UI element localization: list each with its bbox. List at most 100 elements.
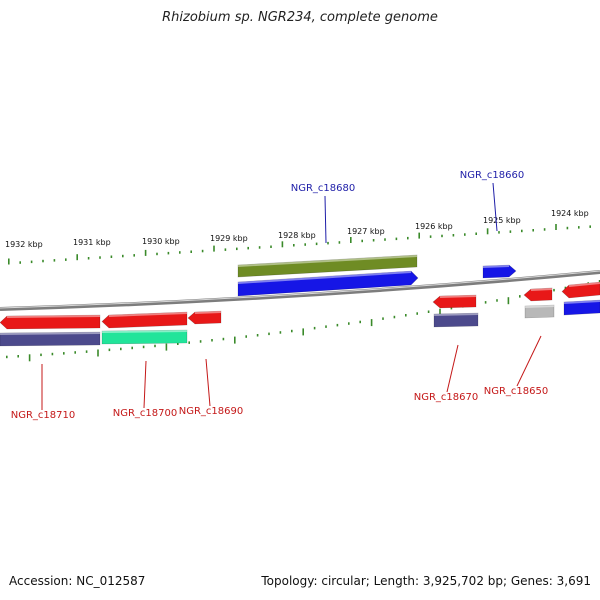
ruler-tick [6,355,8,359]
ruler-tick [475,232,477,235]
ruler-tick [395,237,398,241]
tick-label: 1929 kbp [210,234,248,243]
ruler-tick [441,234,443,238]
tick-label: 1927 kbp [347,227,385,236]
ruler-tick [131,346,133,350]
ruler-tick [245,335,247,338]
ruler-tick [199,340,202,343]
ruler-tick [281,241,284,248]
ruler-tick [348,322,350,325]
ruler-tick [291,329,293,333]
ruler-tick [167,251,170,255]
ruler-tick [393,315,396,319]
ruler-tick [464,233,466,236]
gene-highlight [237,255,418,267]
backbone-highlight [0,270,600,309]
tick-label: 1926 kbp [415,222,453,231]
ruler-tick [97,349,99,357]
gene-label[interactable]: NGR_c18660 [460,170,525,181]
gene-label[interactable]: NGR_c18670 [414,392,479,403]
ruler-tick [566,226,569,230]
ruler-tick [256,334,259,337]
backbone-track [0,270,600,311]
gene-highlight [530,288,553,291]
ruler-tick [270,245,272,248]
tick-label: 1928 kbp [278,231,316,240]
ruler-tick [313,326,316,330]
ruler-tick [407,236,409,240]
ruler-tick [509,230,512,233]
gene-highlight [524,305,555,308]
gene-slate-c18670 [433,312,479,328]
ruler-tick [122,254,124,258]
ruler-tick [302,328,304,336]
gene-highlight [0,332,101,335]
ruler-tick [268,332,270,336]
ruler-tick [224,248,227,251]
ruler-tick [63,352,65,355]
ruler-tick [439,308,441,316]
ruler-tick [429,235,432,238]
ruler-tick [338,241,341,244]
tick-label: 1924 kbp [551,209,589,218]
ruler-tick [589,225,591,228]
tick-label: 1932 kbp [5,240,43,249]
ruler-tick [74,351,76,354]
gene-label[interactable]: NGR_c18650 [484,386,549,397]
reverse-ruler [6,280,600,362]
ruler-tick [17,355,19,358]
gene-label[interactable]: NGR_c18680 [291,183,356,194]
ruler-tick [85,350,88,353]
ruler-tick [350,237,352,243]
gene-mint [101,329,188,345]
gene-callouts: NGR_c18680 NGR_c18660 NGR_c18710 NGR_c18700… [11,170,549,421]
ruler-tick [177,342,179,345]
gene-label[interactable]: NGR_c18700 [113,408,178,419]
ruler-tick [372,239,375,242]
ruler-tick [484,301,487,304]
gene-highlight [194,311,222,314]
ruler-tick [304,243,306,246]
ruler-tick [416,312,418,315]
ruler-tick [65,258,67,261]
callout-line [143,360,147,409]
ruler-tick [382,317,384,320]
ruler-tick [142,345,145,349]
ruler-tick [359,320,361,324]
ruler-tick [213,245,215,252]
gene-blue-right-edge [563,299,600,316]
gene-label[interactable]: NGR_c18690 [179,406,244,417]
ruler-tick [179,251,181,254]
map-title: Rhizobium sp. NGR234, complete genome [162,10,438,25]
ruler-tick [188,341,190,344]
ruler-tick [190,250,192,253]
genome-summary-text: Topology: circular; Length: 3,925,702 bp… [261,574,591,588]
gene-red-right-edge [561,281,600,299]
ruler-tick [236,247,238,251]
gene-red-reverse-left [0,314,101,330]
ruler-tick [144,249,147,256]
ruler-tick [201,249,204,253]
gene-blue-forward-1 [237,270,419,297]
ruler-tick [532,229,534,232]
ruler-tick [578,226,580,229]
ruler-tick [555,224,557,230]
gene-label[interactable]: NGR_c18710 [11,410,76,421]
ruler-tick [564,286,567,290]
ruler-tick [53,259,56,262]
ruler-tick [8,258,10,265]
ruler-tick [51,352,54,356]
ruler-tick [211,339,213,342]
ruler-tick [315,242,318,246]
ruler-tick [498,231,500,234]
ruler-tick [120,347,122,351]
ruler-tick [108,348,111,352]
tick-label: 1925 kbp [483,216,521,225]
gene-highlight [439,295,477,298]
gene-highlight [568,282,600,287]
ruler-tick [279,331,282,334]
gene-slate-left [0,331,101,347]
ruler-tick [427,310,430,313]
ruler-tick [154,344,156,348]
gene-olive-forward [237,254,418,278]
